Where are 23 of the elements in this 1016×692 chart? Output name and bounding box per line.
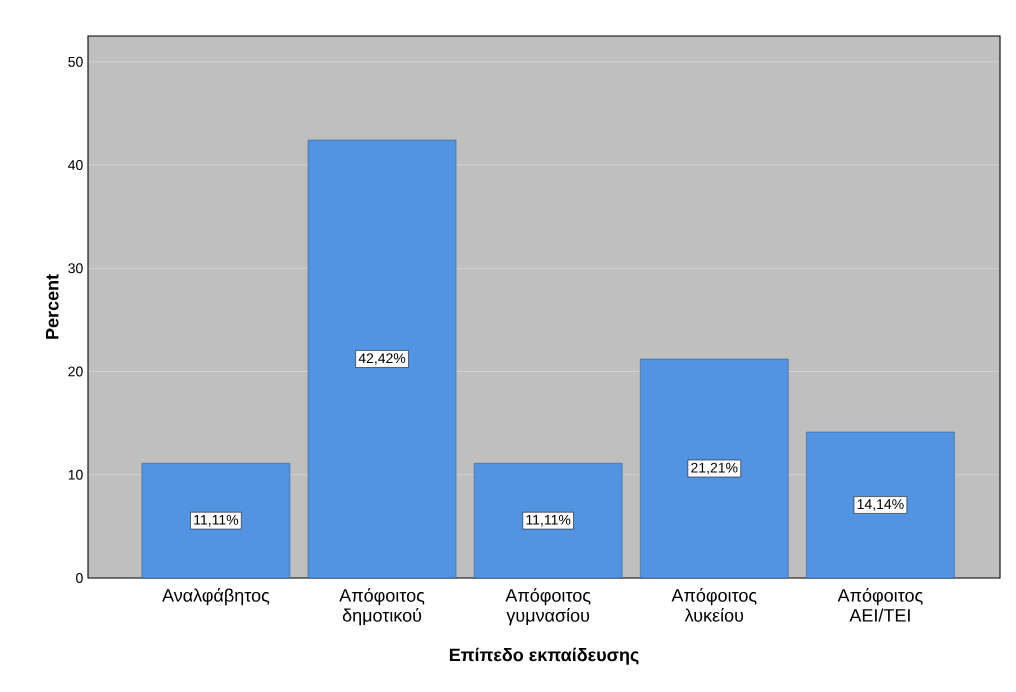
y-axis-title: Percent [46,274,59,339]
data-label: 11,11% [194,514,239,527]
data-label: 42,42% [358,353,406,365]
x-tick-label: Απόφοιτος λυκείου [671,588,757,622]
x-tick-label: Αναλφάβητος [162,588,270,606]
x-tick-label: Απόφοιτος γυμνασίου [505,588,591,626]
data-label: 14,14% [857,499,904,511]
y-tick-label: 0 [76,573,83,583]
y-tick-label: 10 [68,469,83,480]
bar [141,463,291,579]
y-tick-label: 20 [68,366,83,377]
bar [473,463,623,579]
bar [806,431,955,579]
y-tick-label: 30 [68,263,83,274]
bar [640,358,789,579]
bar [307,139,457,579]
x-tick-label: Απόφοιτος ΑΕΙ/ΤΕΙ [837,588,923,622]
y-tick-label: 50 [68,56,83,67]
data-label: 11,11% [526,514,571,527]
data-label: 21,21% [691,462,738,475]
x-tick-label: Απόφοιτος δημοτικού [339,588,425,626]
y-tick-label: 40 [68,160,83,170]
x-axis-title: Επίπεδο εκπαίδευσης [449,647,639,665]
